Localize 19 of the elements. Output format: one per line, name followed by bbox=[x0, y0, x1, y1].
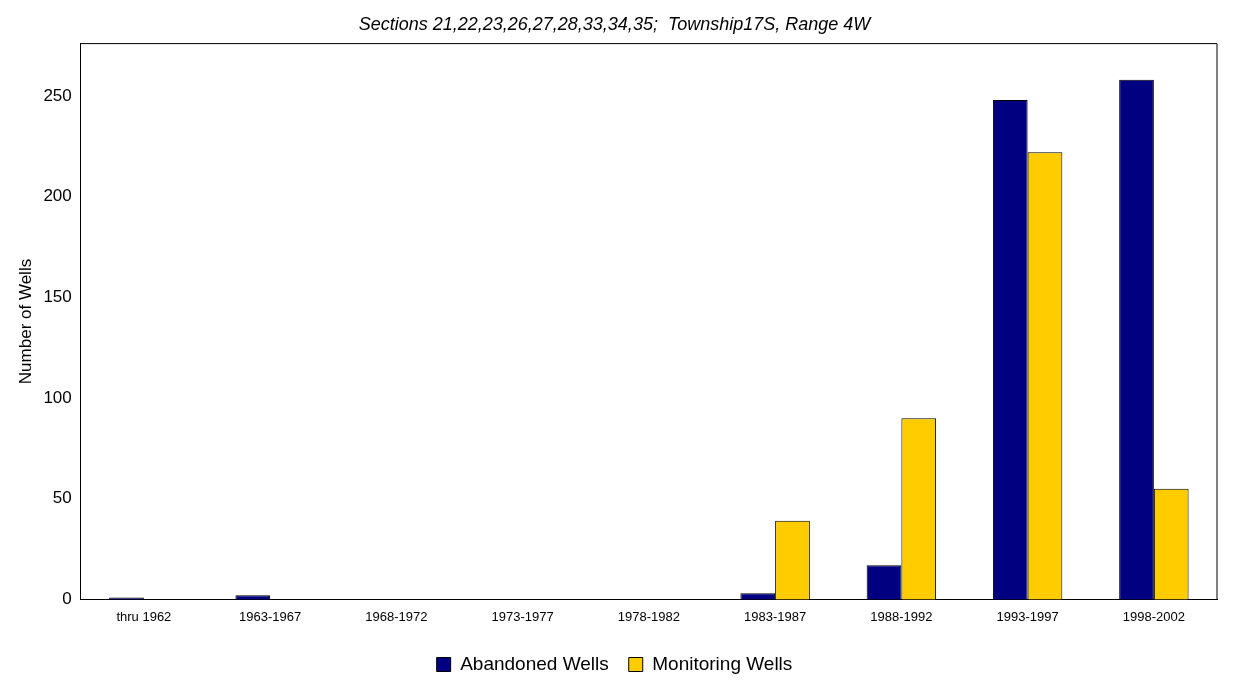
x-tick-label: 1998-2002 bbox=[1122, 608, 1185, 624]
legend-label: Monitoring Wells bbox=[652, 652, 793, 674]
y-tick-label: 0 bbox=[62, 589, 72, 609]
y-axis-title: Number of Wells bbox=[15, 258, 35, 385]
y-tick-label: 100 bbox=[43, 387, 72, 407]
chart-title: Sections 21,22,23,26,27,28,33,34,35; Township17S, Range 4W bbox=[358, 13, 873, 34]
x-tick-label: 1988-1992 bbox=[870, 608, 933, 624]
x-tick-label: 1993-1997 bbox=[996, 608, 1059, 624]
y-tick-label: 50 bbox=[52, 488, 72, 508]
x-tick-label: thru 1962 bbox=[116, 608, 172, 624]
x-tick-label: 1983-1987 bbox=[744, 608, 807, 624]
x-tick-label: 1968-1972 bbox=[365, 608, 428, 624]
y-tick-label: 200 bbox=[43, 186, 72, 206]
legend-label: Abandoned Wells bbox=[460, 652, 609, 674]
x-tick-label: 1978-1982 bbox=[617, 608, 680, 624]
x-tick-label: 1973-1977 bbox=[491, 608, 554, 624]
y-tick-label: 150 bbox=[43, 287, 72, 307]
y-tick-label: 250 bbox=[43, 85, 72, 105]
x-tick-label: 1963-1967 bbox=[239, 608, 302, 624]
